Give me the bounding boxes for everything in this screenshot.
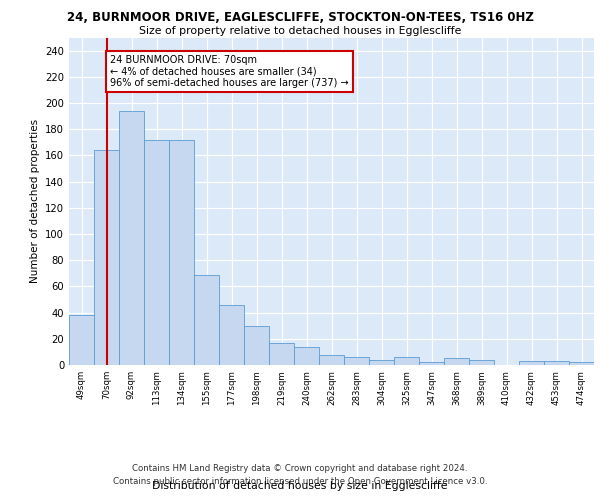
Text: Size of property relative to detached houses in Egglescliffe: Size of property relative to detached ho… (139, 26, 461, 36)
Bar (544, 361, 569, 365)
Text: Distribution of detached houses by size in Egglescliffe: Distribution of detached houses by size … (152, 481, 448, 491)
Bar (319, 354, 344, 365)
Bar (444, 358, 469, 365)
Bar (469, 360, 494, 365)
Bar (244, 326, 269, 365)
Bar (269, 342, 294, 365)
Bar (219, 304, 244, 365)
Bar (344, 357, 369, 365)
Bar (119, 111, 144, 365)
Bar (144, 140, 169, 365)
Bar (294, 346, 319, 365)
Bar (69, 315, 94, 365)
Bar (94, 150, 119, 365)
Bar (369, 360, 394, 365)
Bar (569, 362, 594, 365)
Text: Contains HM Land Registry data © Crown copyright and database right 2024.
Contai: Contains HM Land Registry data © Crown c… (113, 464, 487, 485)
Bar (194, 274, 219, 365)
Bar (519, 361, 544, 365)
Text: 24, BURNMOOR DRIVE, EAGLESCLIFFE, STOCKTON-ON-TEES, TS16 0HZ: 24, BURNMOOR DRIVE, EAGLESCLIFFE, STOCKT… (67, 11, 533, 24)
Bar (394, 357, 419, 365)
Bar (169, 140, 194, 365)
Y-axis label: Number of detached properties: Number of detached properties (29, 119, 40, 284)
Bar (419, 362, 444, 365)
Text: 24 BURNMOOR DRIVE: 70sqm
← 4% of detached houses are smaller (34)
96% of semi-de: 24 BURNMOOR DRIVE: 70sqm ← 4% of detache… (110, 54, 349, 88)
